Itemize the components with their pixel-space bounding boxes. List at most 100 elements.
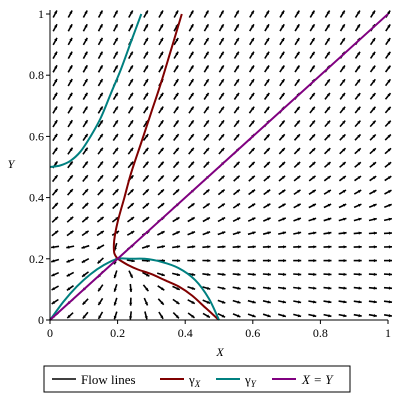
flow-arrow [82, 92, 89, 101]
series-line-2 [49, 257, 220, 321]
flow-arrow [263, 203, 271, 209]
flow-arrow [128, 10, 134, 18]
flow-arrow [51, 271, 60, 277]
flow-arrow [368, 313, 377, 318]
flow-arrow [156, 272, 166, 277]
flow-arrow [157, 230, 165, 236]
flow-arrow [172, 259, 181, 263]
flow-arrow [309, 106, 316, 114]
flow-arrow [323, 272, 332, 276]
flow-arrow [112, 174, 119, 182]
flow-arrow [142, 284, 150, 292]
series-line-0 [117, 257, 220, 321]
flow-arrow [217, 202, 226, 209]
flow-arrow [218, 147, 225, 155]
flow-arrow [97, 188, 104, 196]
flow-arrow [232, 245, 241, 249]
flow-arrow [158, 51, 164, 59]
flow-arrow [202, 202, 211, 209]
flow-arrow [156, 245, 166, 249]
flow-arrow [369, 106, 377, 114]
flow-arrow [126, 259, 135, 263]
flow-arrow [51, 285, 59, 291]
flow-arrow [113, 283, 118, 293]
flow-arrow [157, 174, 165, 182]
flow-arrow [112, 10, 119, 18]
flow-arrow [263, 189, 271, 196]
flow-arrow [202, 231, 211, 236]
x-tick-label: 0.6 [245, 326, 260, 340]
flow-arrow [369, 120, 377, 128]
flow-arrow [278, 272, 287, 276]
flow-arrow [324, 133, 331, 141]
flow-arrow [338, 231, 347, 235]
flow-arrow [264, 51, 270, 59]
flow-arrow [324, 10, 331, 18]
flow-arrow [172, 230, 181, 236]
flow-arrow [232, 231, 241, 236]
flow-arrow [203, 23, 210, 32]
flow-arrow [82, 10, 88, 18]
flow-arrow [112, 133, 119, 142]
flow-arrow [338, 217, 347, 222]
flow-arrow [308, 175, 316, 182]
flow-arrow [126, 230, 135, 236]
flow-arrow [218, 106, 225, 114]
flow-arrow [112, 202, 120, 210]
y-tick-label: 0.8 [29, 68, 44, 82]
flow-arrow [173, 51, 179, 59]
flow-arrow [218, 64, 225, 73]
flow-arrow [233, 119, 240, 128]
flow-arrow [143, 297, 149, 306]
flow-arrow [384, 259, 392, 263]
flow-arrow [233, 106, 240, 114]
y-tick-label: 1 [38, 7, 44, 21]
flow-arrow [232, 259, 241, 263]
flow-arrow [279, 10, 285, 18]
flow-arrow [279, 23, 285, 32]
series-line-1 [112, 13, 183, 260]
flow-arrow [203, 161, 210, 169]
flow-arrow [188, 161, 195, 169]
flow-arrow [81, 257, 90, 264]
flow-arrow [97, 10, 104, 18]
flow-arrow [144, 311, 148, 320]
flow-arrow [338, 259, 347, 263]
flow-arrow [339, 10, 346, 18]
flow-arrow [263, 161, 271, 169]
flow-arrow [67, 92, 73, 101]
flow-arrow [158, 10, 164, 18]
flow-arrow [82, 188, 89, 196]
flow-arrow [188, 10, 194, 18]
flow-arrow [143, 10, 149, 18]
legend-gamma-y-subscript: Y [251, 379, 257, 389]
flow-arrow [369, 161, 377, 168]
flow-arrow [383, 286, 393, 290]
flow-arrow [353, 189, 362, 195]
flow-arrow [339, 37, 346, 46]
flow-arrow [279, 51, 285, 59]
flow-arrow [97, 106, 104, 114]
flow-arrow [293, 203, 302, 209]
flow-arrow [217, 299, 226, 304]
flow-arrow [353, 217, 362, 222]
flow-arrow [50, 258, 60, 263]
flow-arrow [67, 23, 73, 32]
flow-arrow [202, 272, 211, 276]
flow-arrow [248, 65, 255, 73]
flow-arrow [339, 133, 346, 141]
flow-arrow [339, 78, 346, 87]
flow-arrow [338, 300, 347, 304]
flow-arrow [232, 202, 241, 209]
flow-arrow [217, 312, 226, 318]
flow-arrow [262, 259, 271, 263]
flow-arrow [232, 299, 241, 304]
flow-arrow [217, 188, 226, 196]
flow-arrow [233, 175, 241, 182]
flow-arrow [384, 120, 392, 128]
flow-arrow [308, 245, 317, 249]
flow-arrow [172, 161, 180, 169]
ticks: 0 0.2 0.4 0.6 0.8 1 0 0.2 0.4 0.6 0.8 1 [29, 7, 391, 340]
flow-arrow [384, 203, 392, 208]
flow-arrow [188, 147, 195, 155]
